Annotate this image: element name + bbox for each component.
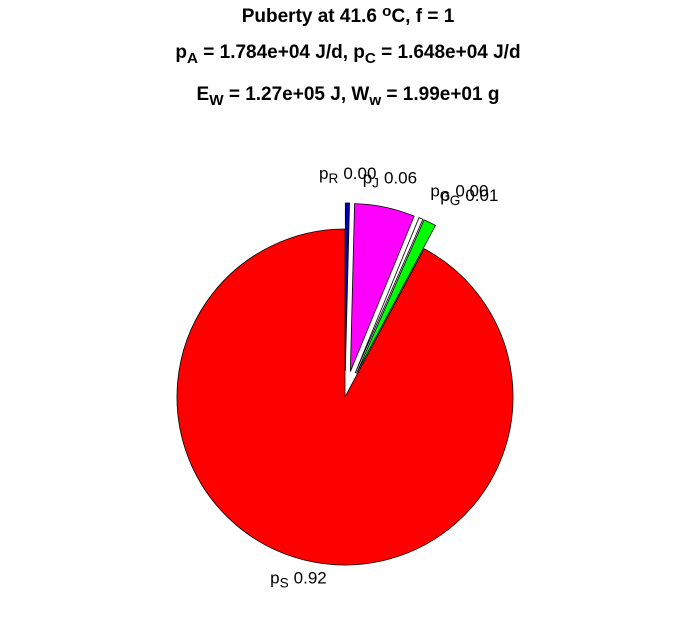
text-part: Puberty at 41.6 (242, 6, 382, 27)
slice-label: pJ 0.06 (363, 169, 417, 191)
pie-slice (176, 228, 514, 566)
chart-title: Puberty at 41.6 oC, f = 1 (242, 3, 455, 27)
text-part: p (363, 169, 372, 188)
pie-slice (354, 217, 424, 374)
text-part: = 1.648e+04 J/d (376, 42, 521, 63)
slice-label: pG 0.00 (430, 181, 488, 203)
text-part: = 1.99e+01 g (381, 84, 499, 105)
value-label: 0.00 (343, 164, 376, 183)
text-part: = 1.27e+05 J, W (224, 84, 370, 105)
pie-slice (355, 219, 436, 374)
slice-label: pS 0.92 (270, 568, 327, 590)
pie-slice (344, 202, 350, 372)
value-label: 0.06 (384, 169, 417, 188)
text-part: p (270, 568, 279, 587)
text-part: E (197, 84, 210, 105)
subscript: S (280, 575, 289, 590)
chart-title: EW = 1.27e+05 J, Ww = 1.99e+01 g (197, 84, 500, 109)
text-part: = 1.784e+04 J/d, p (198, 42, 365, 63)
text-part: p (430, 181, 439, 200)
text-part: C, f = 1 (391, 6, 454, 27)
subscript: C (365, 50, 376, 67)
subscript: w (368, 92, 381, 109)
subscript: G (450, 193, 461, 208)
slice-label: pG 0.01 (440, 186, 498, 208)
value-label: 0.01 (465, 186, 498, 205)
subscript: G (440, 189, 451, 204)
text-part: p (175, 42, 187, 63)
supscript: o (382, 3, 391, 20)
text-part: p (319, 164, 328, 183)
subscript: R (329, 171, 339, 186)
value-label: 0.92 (294, 568, 327, 587)
slice-label: pR 0.00 (319, 164, 376, 186)
subscript: J (372, 176, 379, 191)
subscript: A (187, 50, 198, 67)
chart-title: pA = 1.784e+04 J/d, pC = 1.648e+04 J/d (175, 42, 520, 67)
text-part: p (440, 186, 449, 205)
pie-slice (349, 203, 415, 372)
subscript: W (209, 92, 224, 109)
value-label: 0.00 (455, 181, 488, 200)
